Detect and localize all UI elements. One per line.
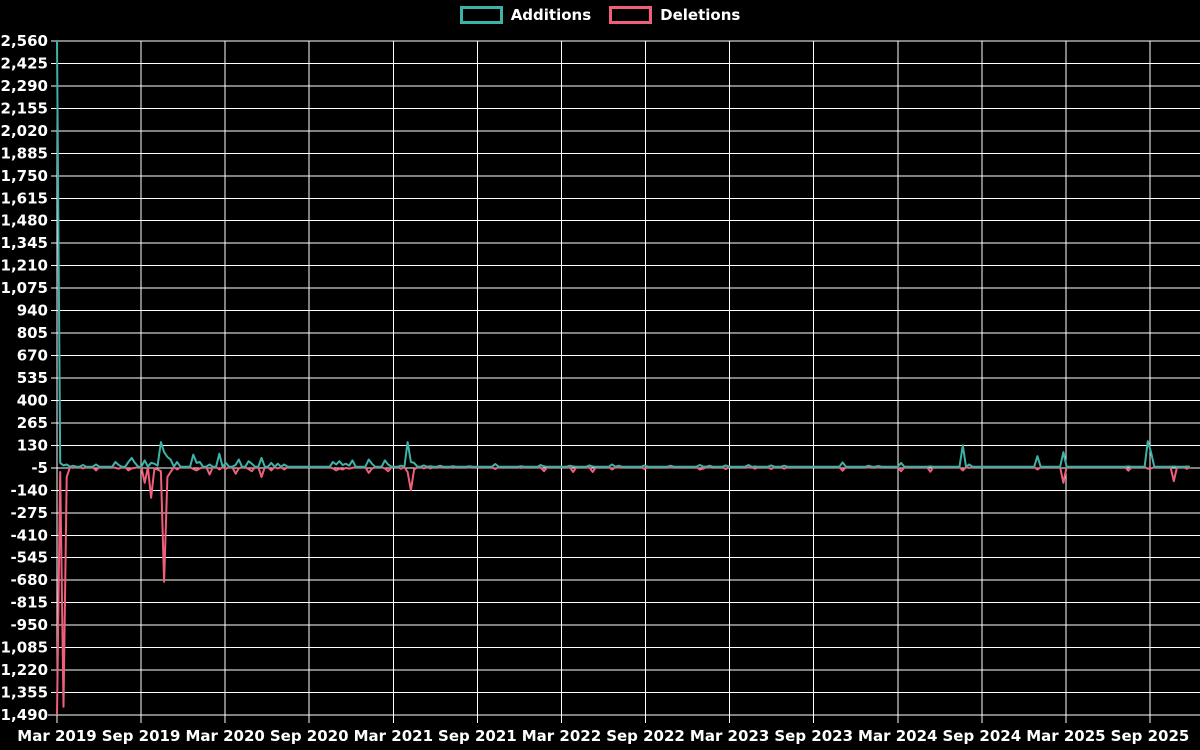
svg-text:1,885: 1,885 <box>1 144 48 162</box>
svg-text:-1,355: -1,355 <box>0 684 48 702</box>
svg-text:2,290: 2,290 <box>1 77 48 95</box>
svg-text:1,075: 1,075 <box>1 279 48 297</box>
svg-text:265: 265 <box>17 414 48 432</box>
svg-text:-1,085: -1,085 <box>0 639 48 657</box>
svg-text:-1,490: -1,490 <box>0 706 48 724</box>
legend-label-deletions: Deletions <box>660 6 741 24</box>
svg-text:2,155: 2,155 <box>1 99 48 117</box>
svg-text:Sep 2022: Sep 2022 <box>606 727 685 745</box>
svg-text:400: 400 <box>17 391 48 409</box>
svg-text:-5: -5 <box>31 459 48 477</box>
additions-line <box>56 40 1191 468</box>
svg-text:130: 130 <box>17 436 48 454</box>
svg-text:940: 940 <box>17 302 48 320</box>
svg-text:Mar 2024: Mar 2024 <box>858 727 937 745</box>
svg-text:Mar 2020: Mar 2020 <box>185 727 264 745</box>
deletions-swatch-icon <box>609 6 653 24</box>
svg-text:805: 805 <box>17 324 48 342</box>
grid-lines <box>57 40 1200 716</box>
svg-text:2,425: 2,425 <box>1 54 48 72</box>
chart-legend: Additions Deletions <box>0 6 1200 24</box>
svg-text:Mar 2023: Mar 2023 <box>690 727 769 745</box>
svg-text:Sep 2025: Sep 2025 <box>1111 727 1190 745</box>
svg-text:Sep 2019: Sep 2019 <box>102 727 181 745</box>
x-axis-labels: Mar 2019 Sep 2019 Mar 2020 Sep 2020 Mar 2021… <box>17 727 1189 745</box>
svg-text:Sep 2023: Sep 2023 <box>774 727 853 745</box>
svg-text:-1,220: -1,220 <box>0 661 48 679</box>
y-axis-labels: 2,560 2,425 2,290 2,155 2,020 1,885 1,750 1,615… <box>0 32 48 724</box>
svg-text:-410: -410 <box>10 526 48 544</box>
svg-text:Sep 2024: Sep 2024 <box>943 727 1022 745</box>
svg-text:-950: -950 <box>10 616 48 634</box>
legend-item-additions[interactable]: Additions <box>459 6 592 24</box>
legend-item-deletions[interactable]: Deletions <box>609 6 740 24</box>
svg-text:-815: -815 <box>10 594 48 612</box>
svg-text:-275: -275 <box>10 504 48 522</box>
svg-text:-545: -545 <box>10 549 48 567</box>
svg-text:2,020: 2,020 <box>1 122 48 140</box>
svg-text:Mar 2022: Mar 2022 <box>522 727 601 745</box>
deletions-line <box>56 466 1191 716</box>
svg-text:Mar 2019: Mar 2019 <box>17 727 96 745</box>
svg-text:Sep 2021: Sep 2021 <box>438 727 517 745</box>
svg-text:-680: -680 <box>10 571 48 589</box>
additions-swatch-icon <box>459 6 503 24</box>
svg-text:670: 670 <box>17 347 48 365</box>
svg-text:Sep 2020: Sep 2020 <box>270 727 349 745</box>
svg-text:Mar 2025: Mar 2025 <box>1026 727 1105 745</box>
legend-label-additions: Additions <box>510 6 592 24</box>
axes <box>48 40 1200 723</box>
svg-text:1,210: 1,210 <box>1 257 48 275</box>
svg-text:1,480: 1,480 <box>1 212 48 230</box>
svg-text:535: 535 <box>17 369 48 387</box>
svg-text:Mar 2021: Mar 2021 <box>354 727 433 745</box>
svg-text:1,345: 1,345 <box>1 234 48 252</box>
svg-text:-140: -140 <box>10 481 48 499</box>
svg-text:2,560: 2,560 <box>1 32 48 50</box>
svg-text:1,750: 1,750 <box>1 167 48 185</box>
svg-text:1,615: 1,615 <box>1 189 48 207</box>
